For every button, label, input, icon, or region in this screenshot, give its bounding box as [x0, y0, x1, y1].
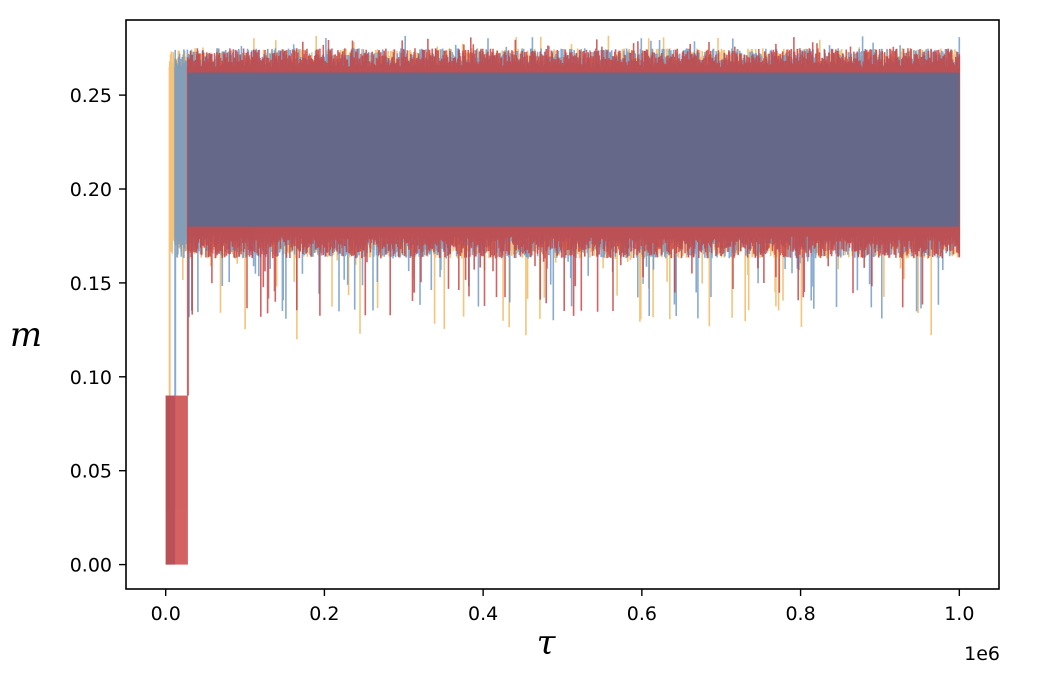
- y-axis: 0.00 0.05 0.10 0.15 0.20 0.25: [70, 85, 126, 577]
- plot-area: [165, 35, 961, 565]
- y-axis-label: m: [10, 315, 42, 355]
- plot-frame: [125, 19, 1000, 590]
- y-tick-label: 0.25: [70, 85, 112, 107]
- series-3-rise-block: [165, 395, 188, 565]
- y-tick-label: 0.05: [70, 461, 112, 483]
- y-tick-label: 0.15: [70, 273, 112, 295]
- y-tick-label: 0.00: [70, 555, 112, 577]
- x-axis: 0.0 0.2 0.4 0.6 0.8 1.0: [151, 589, 974, 625]
- x-tick-label: 0.2: [309, 603, 339, 625]
- x-offset-label: 1e6: [964, 643, 1000, 665]
- x-tick-label: 0.0: [151, 603, 181, 625]
- x-tick-label: 0.8: [785, 603, 815, 625]
- x-tick-label: 1.0: [944, 603, 974, 625]
- x-tick-label: 0.4: [468, 603, 498, 625]
- overlap-band: [187, 72, 960, 227]
- x-axis-label: τ: [537, 623, 557, 663]
- x-tick-label: 0.6: [627, 603, 657, 625]
- y-tick-label: 0.20: [70, 179, 112, 201]
- y-tick-label: 0.10: [70, 367, 112, 389]
